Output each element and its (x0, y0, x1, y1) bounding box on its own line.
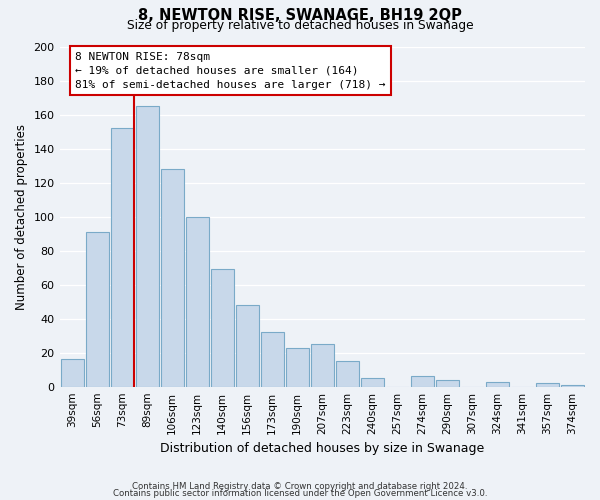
Text: Size of property relative to detached houses in Swanage: Size of property relative to detached ho… (127, 19, 473, 32)
Bar (286, 348, 309, 387)
Bar (211, 270, 233, 386)
Bar (236, 305, 259, 386)
Bar (110, 128, 134, 386)
Bar (336, 361, 359, 386)
Bar (361, 378, 384, 386)
Text: Contains HM Land Registry data © Crown copyright and database right 2024.: Contains HM Land Registry data © Crown c… (132, 482, 468, 491)
Bar (161, 169, 184, 386)
Bar (261, 332, 284, 386)
Bar (536, 384, 559, 386)
Text: 8, NEWTON RISE, SWANAGE, BH19 2QP: 8, NEWTON RISE, SWANAGE, BH19 2QP (138, 8, 462, 22)
Bar (436, 380, 459, 386)
Bar (61, 360, 83, 386)
Bar (136, 106, 158, 386)
Bar (411, 376, 434, 386)
X-axis label: Distribution of detached houses by size in Swanage: Distribution of detached houses by size … (160, 442, 484, 455)
Bar (486, 382, 509, 386)
Y-axis label: Number of detached properties: Number of detached properties (15, 124, 28, 310)
Bar (185, 216, 209, 386)
Text: 8 NEWTON RISE: 78sqm
← 19% of detached houses are smaller (164)
81% of semi-deta: 8 NEWTON RISE: 78sqm ← 19% of detached h… (76, 52, 386, 90)
Bar (311, 344, 334, 387)
Text: Contains public sector information licensed under the Open Government Licence v3: Contains public sector information licen… (113, 490, 487, 498)
Bar (561, 385, 584, 386)
Bar (86, 232, 109, 386)
